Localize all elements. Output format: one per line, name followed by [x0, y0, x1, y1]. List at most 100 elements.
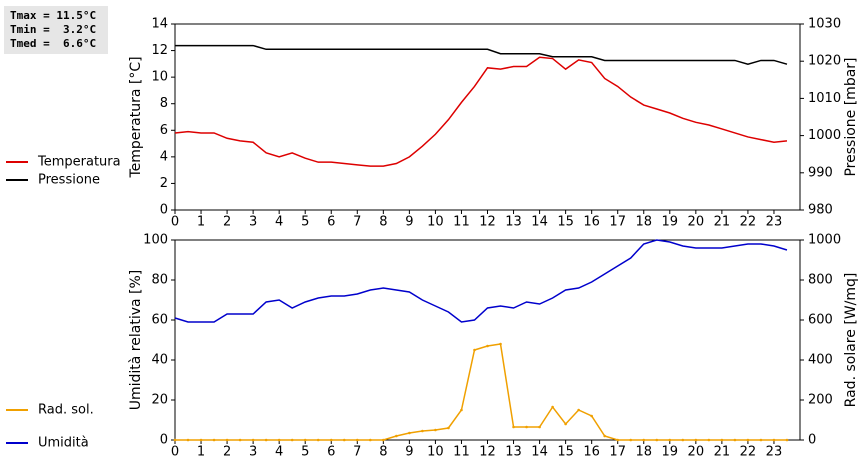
- point: [694, 438, 698, 442]
- point: [564, 422, 567, 426]
- point: [460, 408, 463, 412]
- x-tick-label: 17: [609, 445, 626, 460]
- point: [668, 438, 672, 442]
- point: [173, 438, 177, 442]
- x-tick-label: 10: [427, 445, 444, 460]
- x-tick-label: 13: [505, 445, 522, 460]
- y2-tick-label: 800: [808, 273, 833, 288]
- x-tick-label: 18: [635, 445, 652, 460]
- point: [342, 438, 346, 442]
- x-tick-label: 21: [714, 445, 731, 460]
- x-tick-label: 22: [740, 445, 757, 460]
- x-tick-label: 15: [557, 445, 574, 460]
- point: [512, 425, 515, 429]
- point: [577, 408, 580, 412]
- y2-tick-label: 0: [808, 433, 816, 448]
- x-tick-label: 14: [531, 445, 548, 460]
- y2-tick-label: 1000: [808, 233, 841, 248]
- y-tick-label: 40: [151, 353, 168, 368]
- y2-tick-label: 600: [808, 313, 833, 328]
- point: [434, 428, 437, 432]
- x-tick-label: 17: [609, 215, 626, 230]
- point: [707, 438, 711, 442]
- point: [499, 342, 502, 346]
- x-tick-label: 19: [662, 445, 679, 460]
- x-tick-label: 1: [197, 445, 205, 460]
- x-tick-label: 22: [740, 215, 757, 230]
- x-tick-label: 0: [171, 445, 179, 460]
- x-tick-label: 7: [353, 215, 361, 230]
- x-tick-label: 13: [505, 215, 522, 230]
- y-tick-label: 6: [160, 123, 168, 138]
- x-tick-label: 16: [583, 445, 600, 460]
- point: [277, 438, 281, 442]
- y-tick-label: 12: [151, 43, 168, 58]
- plot-frame: [174, 239, 801, 441]
- y-tick-label: 60: [151, 313, 168, 328]
- legend-label: Rad. sol.: [38, 403, 94, 418]
- point: [355, 438, 359, 442]
- point: [642, 438, 646, 442]
- x-tick-label: 10: [427, 215, 444, 230]
- y-axis-label: Temperatura [°C]: [128, 56, 144, 178]
- y-tick-label: 0: [160, 203, 168, 218]
- point: [329, 438, 333, 442]
- point: [551, 405, 554, 409]
- x-tick-label: 5: [301, 215, 309, 230]
- stats-text: Tmax = 11.5°C: [10, 9, 96, 22]
- x-tick-label: 4: [275, 215, 283, 230]
- y-tick-label: 14: [151, 17, 168, 32]
- x-tick-label: 18: [635, 215, 652, 230]
- x-tick-label: 0: [171, 215, 179, 230]
- x-tick-label: 12: [479, 445, 496, 460]
- x-tick-label: 15: [557, 215, 574, 230]
- legend-label: Temperatura: [37, 155, 121, 170]
- y-tick-label: 100: [143, 233, 168, 248]
- legend-label: Umidità: [38, 436, 89, 451]
- y2-tick-label: 200: [808, 393, 833, 408]
- y-tick-label: 0: [160, 433, 168, 448]
- y2-axis-label: Rad. solare [W/mq]: [843, 273, 859, 408]
- y2-tick-label: 990: [808, 165, 833, 180]
- y2-axis-label: Pressione [mbar]: [843, 57, 859, 176]
- point: [525, 425, 528, 429]
- point: [199, 438, 203, 442]
- y2-tick-label: 980: [808, 203, 833, 218]
- point: [186, 438, 190, 442]
- point: [486, 344, 489, 348]
- y-tick-label: 20: [151, 393, 168, 408]
- x-tick-label: 23: [766, 215, 783, 230]
- series-line: [175, 44, 788, 65]
- point: [629, 438, 633, 442]
- point: [408, 431, 411, 435]
- series-line: [175, 343, 787, 441]
- point: [369, 438, 372, 442]
- point: [759, 438, 763, 442]
- x-tick-label: 2: [223, 215, 231, 230]
- point: [316, 438, 320, 442]
- point: [290, 438, 294, 442]
- x-tick-label: 20: [688, 445, 705, 460]
- y-tick-label: 10: [151, 70, 168, 85]
- point: [447, 426, 450, 430]
- x-tick-label: 23: [766, 445, 783, 460]
- y2-tick-label: 1030: [808, 17, 841, 32]
- x-tick-label: 9: [405, 445, 413, 460]
- y2-tick-label: 400: [808, 353, 833, 368]
- x-tick-label: 4: [275, 445, 283, 460]
- point: [303, 438, 307, 442]
- x-tick-label: 2: [223, 445, 231, 460]
- point: [746, 438, 750, 442]
- point: [655, 438, 659, 442]
- point: [538, 425, 541, 429]
- y2-tick-label: 1020: [808, 54, 841, 69]
- point: [264, 438, 268, 442]
- series-line: [174, 239, 788, 323]
- x-tick-label: 16: [583, 215, 600, 230]
- x-tick-label: 20: [688, 215, 705, 230]
- point: [212, 438, 216, 442]
- stats-text: Tmin = 3.2°C: [10, 23, 96, 36]
- point: [772, 438, 776, 442]
